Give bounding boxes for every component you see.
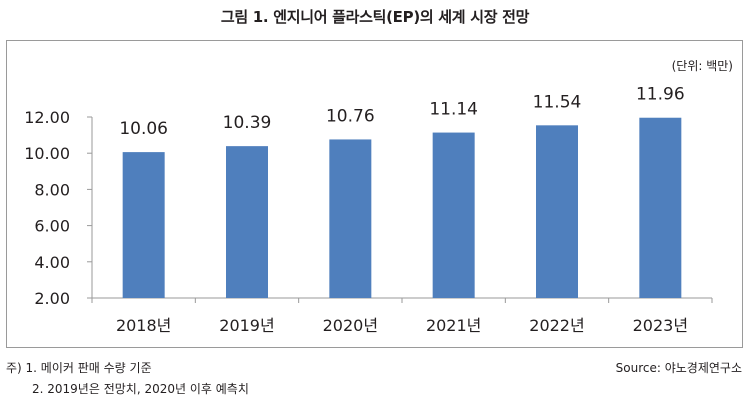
y-tick-label: 2.00: [34, 289, 70, 308]
bar-value-label: 10.39: [223, 113, 272, 133]
y-tick-label: 6.00: [34, 217, 70, 236]
y-tick-label: 8.00: [34, 180, 70, 199]
x-tick-label: 2022년: [529, 316, 584, 335]
value-labels: 10.06 10.39 10.76 11.14 11.54 11.96: [119, 85, 684, 139]
unit-label: (단위: 백만): [672, 59, 733, 73]
y-tick-label: 12.00: [24, 108, 70, 127]
bar-value-label: 11.54: [533, 92, 582, 112]
bar-value-label: 10.06: [119, 119, 168, 139]
x-tick-labels: 2018년 2019년 2020년 2021년 2022년 2023년: [116, 316, 688, 335]
y-tick-label: 4.00: [34, 253, 70, 272]
chart-frame: [6, 40, 743, 348]
footnote-1: 주) 1. 메이커 판매 수량 기준: [6, 361, 152, 375]
x-axis: [91, 297, 713, 303]
bar: [639, 117, 682, 298]
bar: [432, 132, 475, 298]
y-tick-label: 10.00: [24, 144, 70, 163]
x-tick-label: 2020년: [323, 316, 378, 335]
bars: [122, 117, 682, 299]
bar: [226, 146, 268, 298]
bar: [329, 139, 372, 298]
y-axis: [87, 116, 93, 299]
x-tick-label: 2021년: [426, 316, 481, 335]
y-tick-labels: 2.00 4.00 6.00 8.00 10.00 12.00: [24, 108, 70, 308]
bar-value-label: 11.96: [636, 85, 685, 105]
bar-value-label: 10.76: [326, 106, 375, 126]
x-tick-label: 2019년: [219, 316, 274, 335]
source-note: Source: 야노경제연구소: [615, 361, 742, 375]
x-tick-label: 2018년: [116, 316, 171, 335]
chart-title: 그림 1. 엔지니어 플라스틱(EP)의 세계 시장 전망: [220, 8, 530, 26]
x-tick-label: 2023년: [633, 316, 688, 335]
bar: [122, 152, 165, 298]
footnote-2: 2. 2019년은 전망치, 2020년 이후 예측치: [32, 382, 249, 396]
bar: [536, 125, 578, 299]
bar-value-label: 11.14: [429, 100, 478, 120]
